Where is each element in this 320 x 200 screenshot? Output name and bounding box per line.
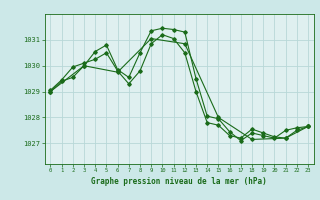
X-axis label: Graphe pression niveau de la mer (hPa): Graphe pression niveau de la mer (hPa) (91, 177, 267, 186)
